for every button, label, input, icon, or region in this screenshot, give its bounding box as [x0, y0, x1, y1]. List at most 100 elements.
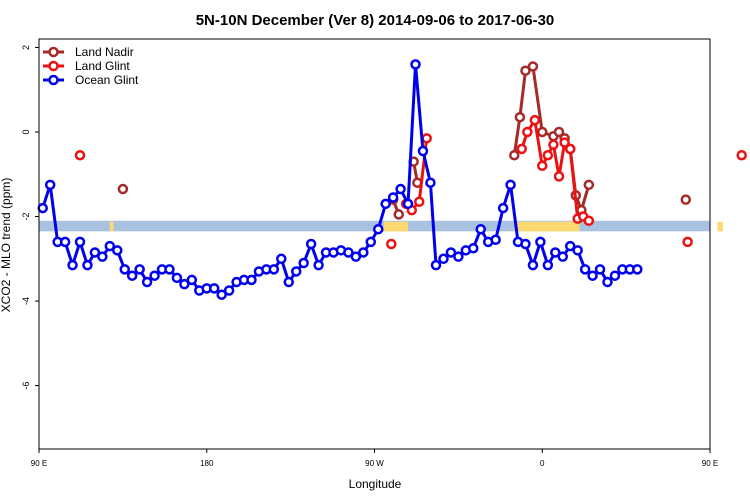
series-line-segment: [48, 184, 60, 243]
data-point: [682, 236, 693, 248]
x-axis: 90 E 180 90 W 0 90 E: [31, 449, 718, 468]
data-point: [602, 276, 613, 288]
series-line-segment: [551, 144, 561, 177]
series-line-segment: [531, 66, 544, 133]
data-point: [583, 215, 595, 227]
series-line-segment: [509, 184, 520, 243]
data-point: [179, 278, 190, 290]
data-point: [509, 149, 520, 161]
data-point: [572, 245, 583, 256]
data-point: [372, 223, 384, 235]
data-point: [535, 236, 546, 248]
series-line-segment: [557, 142, 567, 177]
data-point: [276, 253, 287, 265]
data-point: [542, 259, 554, 271]
series-line-segment: [518, 70, 527, 118]
data-point: [126, 270, 138, 281]
data-point: [246, 274, 257, 286]
data-point: [283, 276, 295, 288]
series-ocean-glint: [37, 59, 643, 300]
data-point: [89, 247, 101, 258]
series-line-segment: [494, 207, 505, 241]
data-point: [542, 149, 554, 161]
data-point: [537, 160, 548, 172]
data-point: [468, 242, 479, 254]
series-line-segment: [414, 64, 425, 152]
data-point: [112, 245, 123, 256]
data-point: [117, 183, 129, 195]
data-point: [119, 264, 130, 275]
data-point: [632, 264, 643, 275]
data-point: [514, 111, 526, 123]
data-point: [358, 247, 369, 258]
legend-marker: [48, 46, 59, 58]
legend-marker: [48, 74, 59, 86]
y-tick-label: -6: [21, 382, 31, 390]
land-segment: [383, 221, 409, 232]
y-tick-label: -4: [21, 297, 31, 305]
data-point: [430, 259, 442, 271]
data-point: [37, 202, 48, 214]
legend-item-ocean-glint: Ocean Glint: [43, 73, 139, 87]
data-point: [305, 238, 317, 250]
data-point: [587, 270, 598, 281]
data-point: [290, 266, 302, 277]
data-point: [268, 264, 280, 275]
data-point: [417, 145, 429, 157]
data-point: [164, 264, 175, 275]
y-tick-label: 0: [21, 129, 31, 134]
y-tick-label: -2: [21, 213, 31, 221]
data-point: [393, 209, 404, 220]
data-point: [350, 251, 362, 262]
data-point: [149, 270, 160, 281]
legend-label: Land Nadir: [75, 45, 134, 59]
legend-marker: [48, 60, 59, 72]
series-layer: [37, 59, 747, 300]
land-segment: [109, 221, 114, 232]
x-tick-label: 90 E: [702, 459, 718, 468]
data-point: [609, 270, 621, 281]
legend-label: Ocean Glint: [75, 73, 139, 87]
data-point: [380, 198, 391, 210]
data-point: [520, 238, 531, 250]
data-point: [97, 251, 108, 262]
data-point: [410, 59, 421, 70]
data-point: [386, 238, 397, 250]
data-point: [186, 274, 198, 286]
data-point: [559, 137, 570, 148]
series-line-segment: [406, 64, 418, 204]
data-point: [104, 240, 116, 252]
data-point: [497, 202, 509, 214]
legend-item-land-glint: Land Glint: [43, 59, 130, 73]
legend-item-land-nadir: Land Nadir: [43, 45, 134, 59]
data-point: [343, 247, 354, 258]
data-point: [548, 139, 559, 150]
data-point: [365, 236, 377, 248]
x-tick-label: 90 E: [31, 459, 47, 468]
land-ocean-band: [39, 220, 724, 232]
data-point: [141, 276, 153, 288]
series-land-glint: [74, 114, 747, 250]
data-point: [67, 259, 78, 271]
series-line-segment: [568, 148, 580, 219]
y-axis-label: XCO2 - MLO trend (ppm): [0, 178, 13, 313]
data-point: [298, 257, 309, 269]
data-point: [395, 183, 406, 195]
data-point: [413, 196, 425, 207]
data-point: [208, 283, 220, 294]
data-point: [522, 126, 533, 138]
data-point: [579, 264, 591, 275]
data-point: [553, 126, 565, 138]
data-point: [402, 198, 414, 210]
data-point: [516, 143, 527, 155]
x-tick-label: 90 W: [365, 459, 384, 468]
land-segment: [717, 221, 724, 232]
data-point: [82, 259, 93, 271]
data-point: [44, 179, 56, 191]
data-point: [583, 179, 595, 191]
data-point: [553, 171, 565, 182]
data-point: [594, 264, 606, 275]
data-point: [527, 259, 539, 271]
data-point: [736, 149, 747, 161]
